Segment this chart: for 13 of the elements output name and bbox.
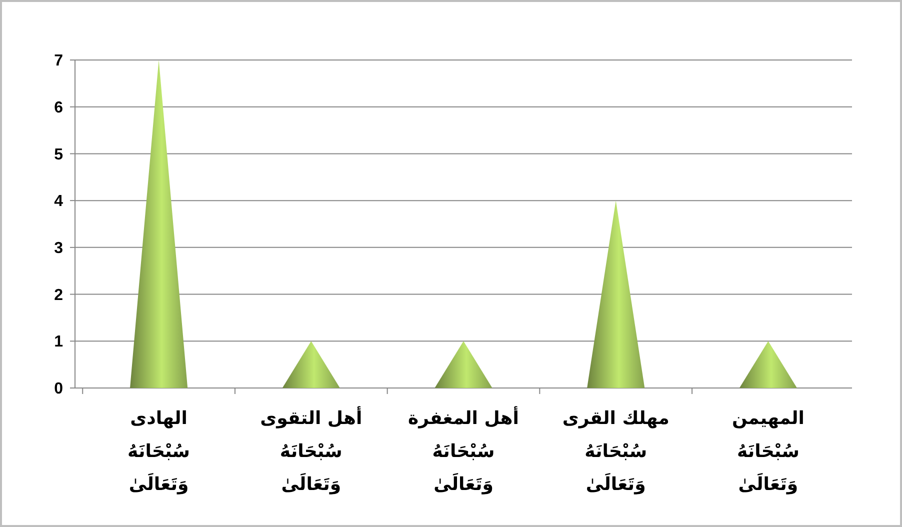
y-tick-label: 1 [54,334,64,351]
y-tick-label: 2 [54,286,64,304]
x-tick-label: أهل التقوى سُبْحَانَهُ وَتَعَالَىٰ [260,406,362,495]
x-tick-label: الهادى سُبْحَانَهُ وَتَعَالَىٰ [128,408,190,495]
x-tick-label: مهلك القرى سُبْحَانَهُ وَتَعَالَىٰ [562,408,670,495]
y-tick-label: 7 [54,52,64,70]
y-tick-label: 5 [54,146,64,164]
y-tick-label: 0 [54,380,64,398]
y-tick-label: 6 [54,99,64,116]
x-tick-label: أهل المغفرة سُبْحَانَهُ وَتَعَالَىٰ [408,406,519,495]
y-tick-label: 3 [54,240,64,258]
y-tick-label: 4 [54,193,64,210]
x-tick-label: المهيمن سُبْحَانَهُ وَتَعَالَىٰ [732,408,804,495]
